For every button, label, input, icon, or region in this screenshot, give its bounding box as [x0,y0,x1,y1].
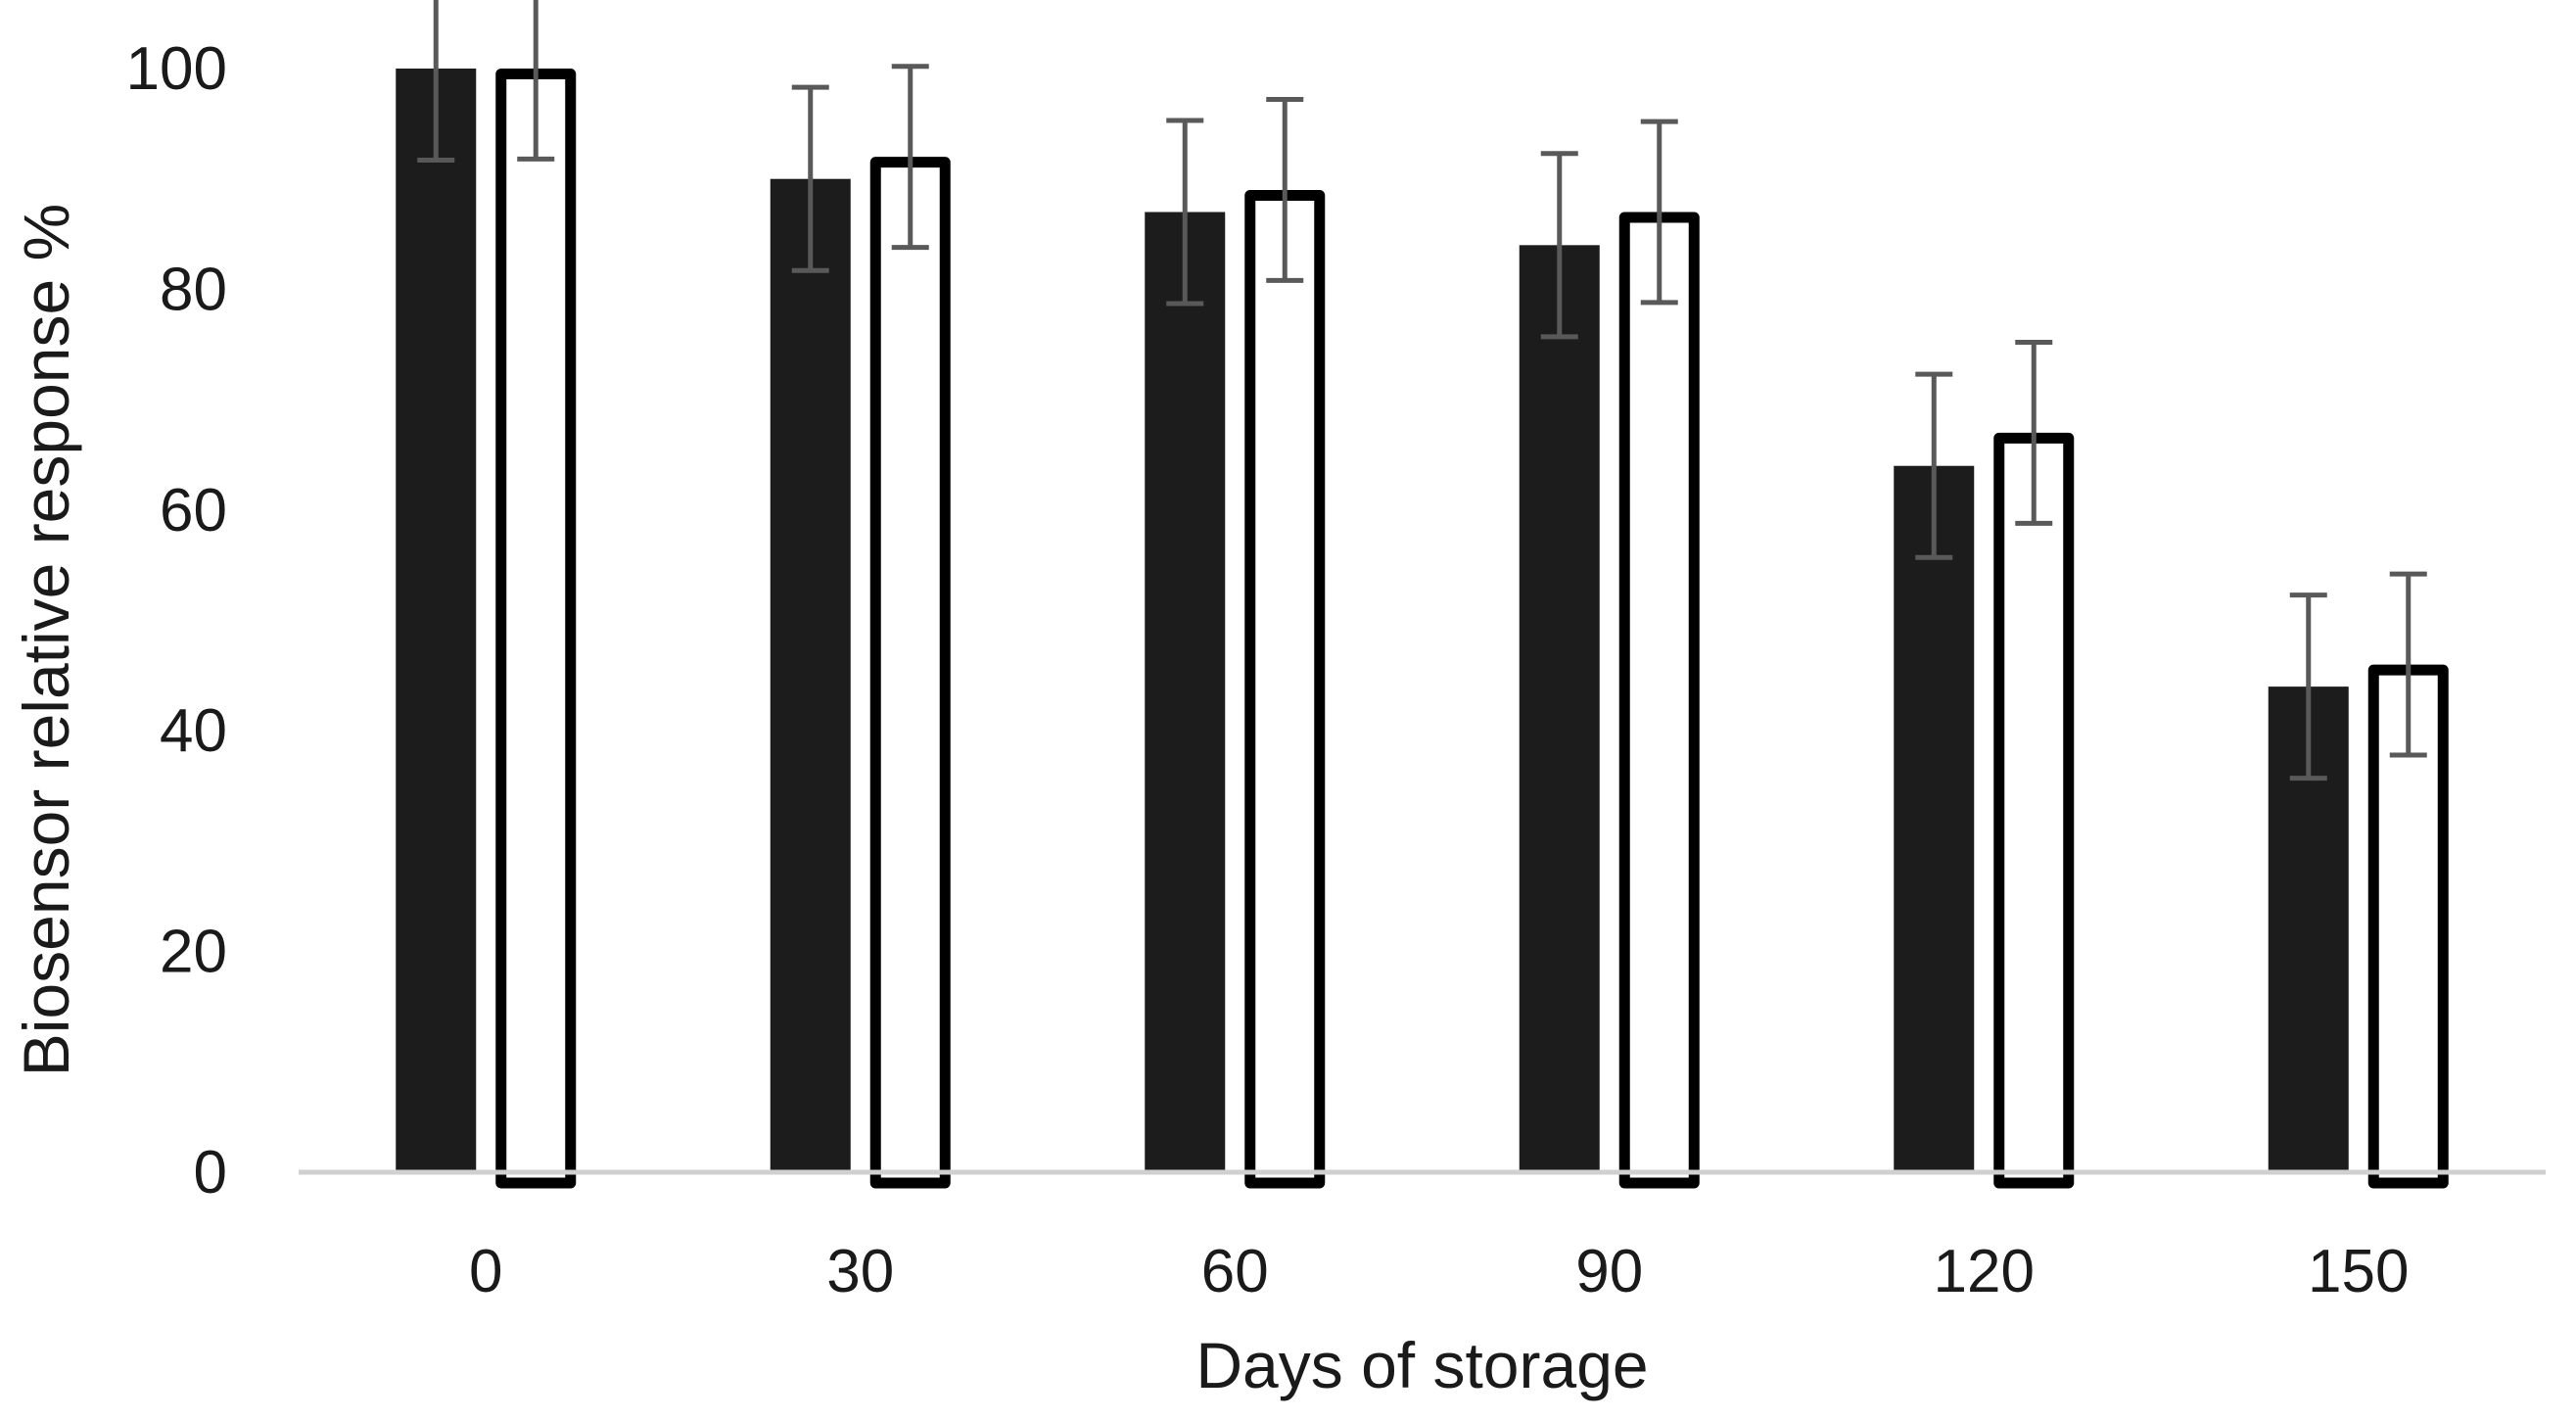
y-tick-label: 40 [160,697,227,765]
bars [396,69,2449,1189]
x-tick-label: 30 [826,1238,894,1305]
bar-series-1 [1519,245,1600,1172]
bar-series-2 [1244,189,1326,1189]
x-axis-title: Days of storage [1195,1329,1648,1401]
y-tick-label: 0 [194,1139,227,1207]
x-tick-label: 150 [2308,1238,2409,1305]
y-axis-ticks: 0 20 40 60 80 100 [126,35,227,1207]
x-tick-label: 0 [469,1238,502,1305]
y-tick-label: 60 [160,477,227,544]
bar-series-1 [1894,465,1975,1173]
x-tick-label: 120 [1934,1238,2035,1305]
bar-series-1 [396,69,477,1172]
bar-series-2 [869,157,951,1189]
bar-series-1 [770,178,851,1172]
error-bars [417,0,2427,781]
bar-series-2 [1993,432,2075,1189]
y-tick-label: 100 [126,35,227,103]
y-axis-title: Biosensor relative response % [10,204,82,1076]
y-tick-label: 20 [160,919,227,986]
bar-series-2 [495,69,577,1189]
x-tick-label: 60 [1201,1238,1269,1305]
y-tick-label: 80 [160,256,227,323]
bar-series-1 [1145,212,1226,1172]
x-tick-label: 90 [1575,1238,1643,1305]
x-axis-ticks: 0 30 60 90 120 150 [469,1238,2409,1305]
bar-series-2 [1618,212,1700,1189]
